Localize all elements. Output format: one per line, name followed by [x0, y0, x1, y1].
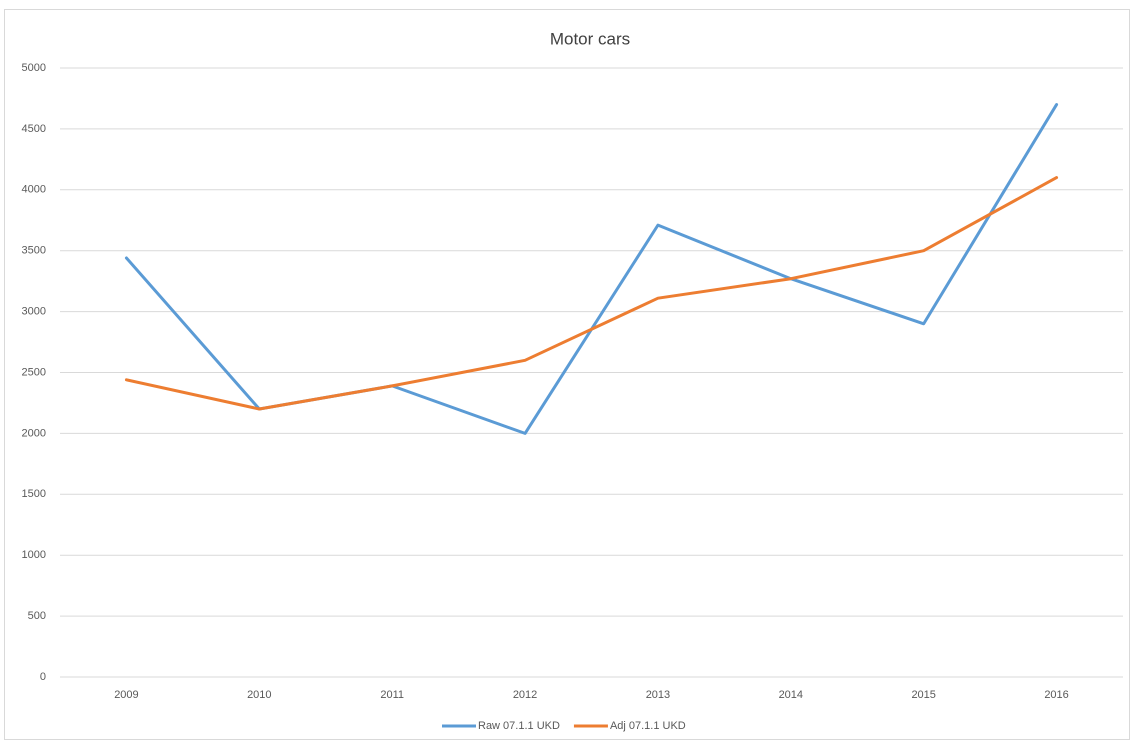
y-tick-label: 5000: [22, 62, 46, 74]
x-tick-label: 2015: [911, 689, 935, 701]
y-tick-label: 500: [28, 610, 46, 622]
x-tick-label: 2012: [513, 689, 537, 701]
legend-label: Adj 07.1.1 UKD: [610, 720, 686, 732]
x-tick-label: 2013: [646, 689, 670, 701]
legend-label: Raw 07.1.1 UKD: [478, 720, 560, 732]
x-tick-label: 2014: [779, 689, 803, 701]
y-tick-label: 4500: [22, 123, 46, 135]
x-tick-label: 2009: [114, 689, 138, 701]
y-tick-label: 1500: [22, 488, 46, 500]
y-tick-label: 3500: [22, 245, 46, 257]
y-tick-label: 0: [40, 671, 46, 683]
x-tick-label: 2011: [380, 689, 404, 701]
chart-title: Motor cars: [550, 29, 630, 48]
y-tick-label: 3000: [22, 306, 46, 318]
y-tick-label: 2500: [22, 366, 46, 378]
chart-border: [4, 9, 1130, 740]
y-tick-label: 1000: [22, 549, 46, 561]
data-line: [124, 176, 1059, 411]
y-tick-label: 4000: [22, 184, 46, 196]
x-tick-label: 2010: [247, 689, 271, 701]
y-tick-label: 2000: [22, 427, 46, 439]
x-tick-label: 2016: [1044, 689, 1068, 701]
